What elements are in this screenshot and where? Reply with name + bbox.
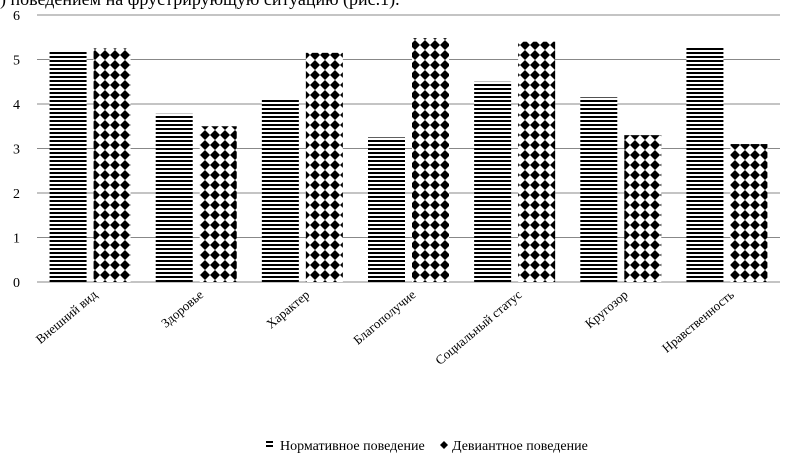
legend-label-normative: Нормативное поведение: [280, 439, 425, 454]
bar-normative: [474, 81, 512, 282]
legend: Нормативное поведение Девиантное поведени…: [266, 439, 588, 454]
legend-marker-normative-2: [266, 445, 273, 447]
y-tick-label: 3: [13, 143, 20, 158]
gridlines: [37, 14, 780, 283]
y-axis: 0 1 2 3 4 5 6: [13, 9, 20, 291]
x-tick-label: Характер: [263, 287, 312, 332]
bar-deviant: [730, 144, 768, 282]
x-tick-label: Кругозор: [582, 287, 631, 331]
bar-normative: [261, 98, 299, 282]
bar-deviant: [518, 41, 556, 283]
bar-deviant: [624, 135, 662, 282]
caption-text: ) поведением на фрустрирующую ситуацию (…: [0, 0, 400, 10]
bar-normative: [580, 97, 618, 282]
bar-deviant: [412, 38, 449, 282]
bar-deviant: [93, 48, 131, 282]
bar-deviant: [199, 126, 237, 282]
legend-marker-deviant: [440, 441, 448, 449]
y-tick-label: 4: [13, 98, 20, 113]
y-tick-label: 6: [13, 9, 20, 24]
y-tick-label: 2: [13, 187, 20, 202]
bars: [49, 38, 768, 283]
bar-deviant: [305, 52, 343, 283]
bar-normative: [155, 113, 193, 282]
x-tick-label: Здоровье: [158, 287, 206, 331]
y-tick-label: 0: [13, 276, 20, 291]
bar-normative: [49, 50, 87, 282]
y-tick-label: 5: [13, 54, 20, 69]
legend-label-deviant: Девиантное поведение: [452, 439, 588, 454]
bar-normative: [686, 47, 724, 282]
x-tick-label: Нравственность: [659, 287, 737, 356]
x-axis: Внешний вид Здоровье Характер Благополучие С…: [33, 287, 737, 368]
x-tick-label: Благополучие: [350, 287, 418, 348]
bar-normative: [368, 137, 405, 282]
y-tick-label: 1: [13, 232, 20, 247]
x-tick-label: Социальный статус: [432, 287, 525, 368]
x-tick-label: Внешний вид: [33, 287, 101, 347]
legend-marker-normative: [266, 441, 273, 443]
